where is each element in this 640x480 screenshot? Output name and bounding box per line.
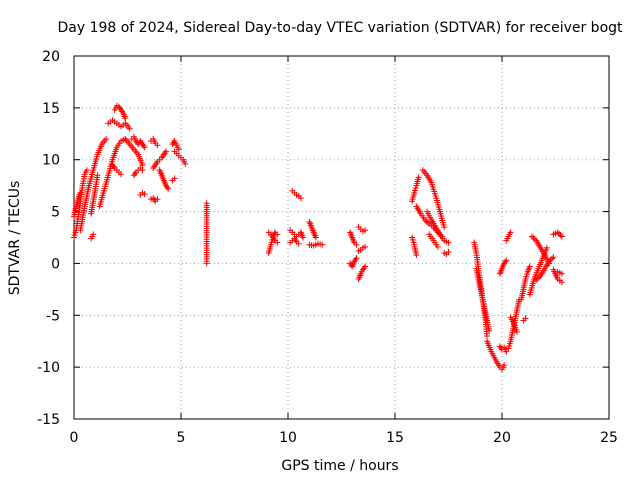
data-point	[557, 232, 564, 239]
data-point	[122, 115, 129, 122]
data-point	[103, 135, 110, 142]
data-point	[165, 185, 172, 192]
x-tick-label: 10	[279, 430, 297, 446]
data-point	[501, 362, 508, 369]
y-tick-label: 20	[42, 49, 60, 65]
data-point	[297, 195, 304, 202]
y-tick-label: 0	[51, 256, 60, 272]
x-tick-label: 5	[177, 430, 186, 446]
data-point	[424, 219, 431, 226]
x-tick-label: 0	[70, 430, 79, 446]
x-tick-label: 20	[493, 430, 511, 446]
data-point	[503, 348, 510, 355]
data-point	[558, 270, 565, 277]
data-point	[484, 333, 491, 340]
chart-title: Day 198 of 2024, Sidereal Day-to-day VTE…	[57, 20, 623, 36]
data-point	[126, 125, 133, 132]
y-tick-label: -15	[37, 412, 60, 428]
data-point	[543, 244, 550, 251]
data-point	[423, 218, 430, 225]
data-point	[274, 239, 281, 246]
data-point	[526, 263, 533, 270]
data-point	[151, 196, 158, 203]
data-point	[141, 144, 148, 151]
y-tick-label: -5	[46, 308, 60, 324]
y-tick-label: -10	[37, 360, 60, 376]
data-point	[554, 229, 561, 236]
grid	[74, 56, 609, 419]
data-point	[182, 160, 189, 167]
plot-frame	[73, 55, 610, 420]
data-point	[421, 216, 428, 223]
data-point	[548, 255, 555, 262]
data-point	[118, 171, 125, 178]
data-point	[139, 167, 146, 174]
data-point	[522, 315, 529, 322]
data-point	[536, 274, 543, 281]
data-point	[90, 231, 97, 238]
data-point	[154, 196, 161, 203]
data-point	[171, 175, 178, 182]
data-point	[139, 161, 146, 168]
data-point	[94, 172, 101, 179]
data-points	[71, 102, 565, 373]
data-point	[362, 227, 369, 234]
data-point	[175, 146, 182, 153]
data-point	[131, 170, 138, 177]
data-point	[362, 263, 369, 270]
data-point	[441, 224, 448, 231]
data-point	[319, 241, 326, 248]
data-point	[486, 327, 493, 334]
data-point	[434, 243, 441, 250]
y-tick-label: 10	[42, 153, 60, 169]
y-axis-label: SDTVAR / TECUs	[7, 181, 23, 296]
data-point	[163, 148, 170, 155]
data-point	[547, 256, 554, 263]
data-point	[415, 174, 422, 181]
data-point	[83, 167, 90, 174]
y-tick-label: 15	[42, 101, 60, 117]
x-tick-label: 15	[386, 430, 404, 446]
data-point	[528, 233, 535, 240]
data-point	[141, 190, 148, 197]
data-point	[312, 234, 319, 241]
data-point	[274, 231, 281, 238]
data-point	[362, 243, 369, 250]
y-tick-label: 5	[51, 205, 60, 221]
data-point	[445, 239, 452, 246]
data-point	[413, 252, 420, 259]
data-point	[558, 233, 565, 240]
data-point	[503, 257, 510, 264]
data-point	[550, 254, 557, 261]
data-point	[530, 234, 537, 241]
data-point	[531, 236, 538, 243]
data-point	[154, 142, 161, 149]
data-point	[353, 241, 360, 248]
data-point	[203, 260, 210, 267]
data-point	[556, 230, 563, 237]
data-point	[513, 328, 520, 335]
data-point	[534, 275, 541, 282]
data-point	[292, 237, 299, 244]
x-axis-label: GPS time / hours	[281, 458, 398, 474]
data-point	[299, 234, 306, 241]
x-tick-label: 25	[600, 430, 618, 446]
axis-ticks: 0 5 10 15 20 25 -15 -10 -5 0 5 10 15 20	[37, 49, 618, 446]
data-point	[497, 344, 504, 351]
data-point	[533, 277, 540, 284]
data-point	[507, 229, 514, 236]
data-point	[546, 258, 553, 265]
data-point	[558, 279, 565, 286]
data-point	[77, 189, 84, 196]
data-point	[353, 255, 360, 262]
data-point	[295, 240, 302, 247]
data-point	[445, 249, 452, 256]
